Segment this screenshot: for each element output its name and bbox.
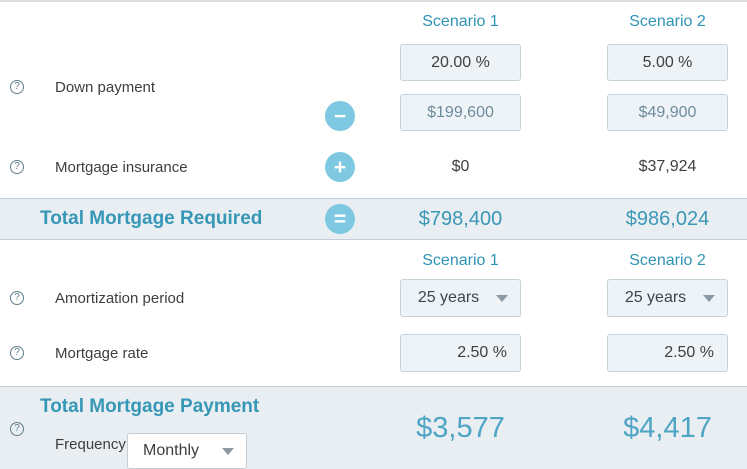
frequency-select[interactable]: Monthly: [127, 433, 247, 469]
amortization-select-s2-value: 25 years: [624, 289, 687, 306]
total-mortgage-required-value-s1: $798,400: [418, 208, 503, 230]
total-mortgage-required-label: Total Mortgage Required: [40, 208, 263, 229]
mortgage-insurance-label: Mortgage insurance: [55, 159, 188, 176]
amortization-select-s2[interactable]: 25 years: [607, 279, 728, 317]
help-icon-mortgage-rate[interactable]: ?: [10, 346, 24, 360]
mortgage-rate-input-s1[interactable]: [400, 334, 521, 372]
down-payment-amount-input-s1[interactable]: [400, 94, 521, 131]
down-payment-amount-input-s2[interactable]: [607, 94, 728, 131]
down-payment-percent-input-s1[interactable]: [400, 44, 521, 81]
mortgage-insurance-value-s2: $37,924: [638, 158, 697, 175]
down-payment-percent-input-s2[interactable]: [607, 44, 728, 81]
frequency-select-value: Monthly: [143, 442, 200, 459]
total-mortgage-required-value-s2: $986,024: [625, 208, 710, 230]
help-icon-mortgage-insurance[interactable]: ?: [10, 160, 24, 174]
amortization-period-label: Amortization period: [55, 290, 185, 307]
total-mortgage-required-row: Total Mortgage Required = $798,400 $986,…: [0, 198, 747, 240]
chevron-down-icon: [222, 448, 234, 455]
equals-icon[interactable]: =: [325, 204, 355, 234]
frequency-label: Frequency: [55, 436, 126, 453]
mortgage-insurance-value-s1: $0: [451, 158, 470, 175]
amortization-select-s1[interactable]: 25 years: [400, 279, 521, 317]
help-icon-total-payment[interactable]: ?: [10, 422, 24, 436]
plus-icon[interactable]: +: [325, 152, 355, 182]
total-mortgage-payment-row: Total Mortgage Payment ? Frequency Month…: [0, 386, 747, 469]
mortgage-rate-label: Mortgage rate: [55, 345, 149, 362]
scenario1-header-mid: Scenario 1: [422, 252, 499, 269]
help-icon-amortization[interactable]: ?: [10, 291, 24, 305]
chevron-down-icon: [703, 295, 715, 302]
scenario2-header-mid: Scenario 2: [629, 252, 706, 269]
help-icon-down-payment[interactable]: ?: [10, 80, 24, 94]
amortization-select-s1-value: 25 years: [417, 289, 480, 306]
minus-icon[interactable]: −: [325, 101, 355, 131]
down-payment-label: Down payment: [55, 79, 156, 96]
scenario1-header-top: Scenario 1: [422, 13, 499, 30]
total-mortgage-payment-label: Total Mortgage Payment: [40, 396, 260, 417]
scenario2-header-top: Scenario 2: [629, 13, 706, 30]
total-mortgage-payment-value-s2: $4,417: [623, 412, 712, 444]
mortgage-rate-input-s2[interactable]: [607, 334, 728, 372]
total-mortgage-payment-value-s1: $3,577: [416, 412, 505, 444]
chevron-down-icon: [496, 295, 508, 302]
